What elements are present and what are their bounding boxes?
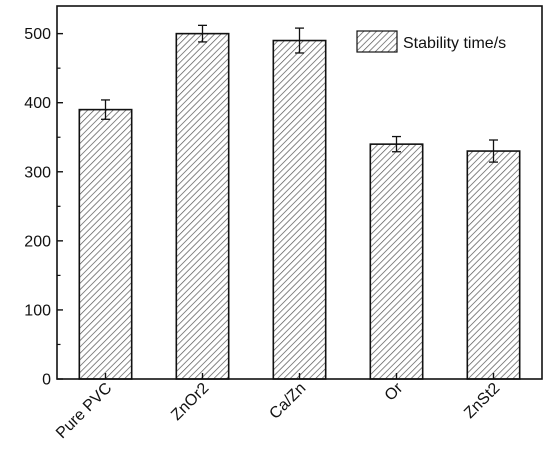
x-tick-label: Or <box>382 379 407 404</box>
plot-frame <box>56 5 543 380</box>
x-tick-label: ZnSt2 <box>461 380 503 422</box>
y-tick-label: 400 <box>24 95 51 112</box>
legend-label: Stability time/s <box>403 35 506 52</box>
y-tick-label: 500 <box>24 26 51 43</box>
y-tick-label: 300 <box>24 164 51 181</box>
legend: Stability time/s <box>356 30 506 53</box>
bar-2 <box>272 39 327 380</box>
y-tick-label: 200 <box>24 233 51 250</box>
bar-3 <box>369 143 424 380</box>
x-tick-label: ZnOr2 <box>168 380 212 424</box>
y-tick-label: 0 <box>42 372 51 389</box>
y-tick-label: 100 <box>24 302 51 319</box>
bar-0 <box>78 108 133 380</box>
bar-4 <box>466 150 521 380</box>
legend-swatch <box>356 30 398 53</box>
x-tick-label: Ca/Zn <box>266 380 309 423</box>
bar-1 <box>175 32 230 380</box>
x-tick-label: Pure PVC <box>53 380 115 442</box>
